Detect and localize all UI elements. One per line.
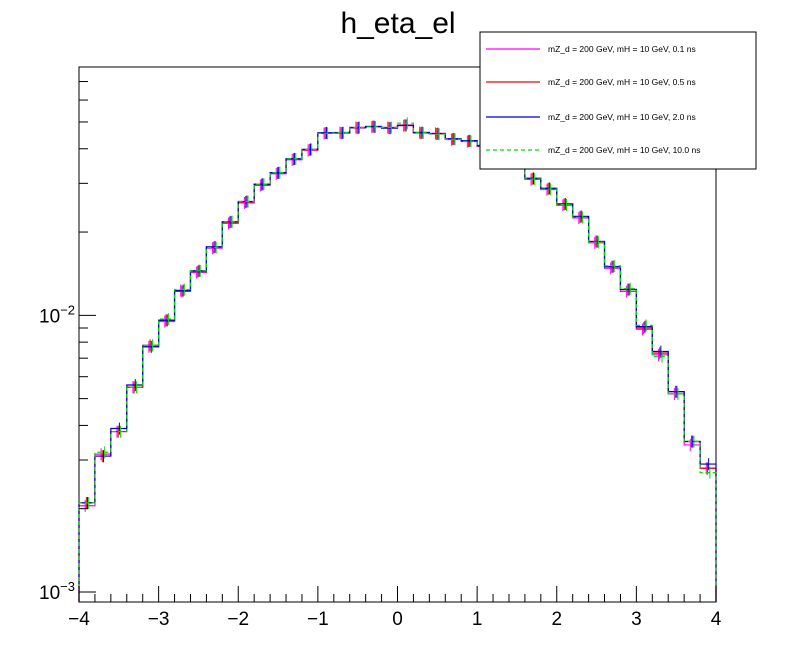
series-line — [78, 122, 717, 602]
legend-label: mZ_d = 200 GeV, mH = 10 GeV, 0.1 ns — [548, 44, 696, 54]
series-line — [78, 124, 717, 602]
series-1 — [78, 119, 717, 602]
x-tick-label: −4 — [68, 609, 90, 630]
x-tick-label: 4 — [711, 609, 722, 630]
legend-box — [479, 31, 757, 170]
series-4 — [78, 117, 717, 602]
chart-title: h_eta_el — [340, 7, 455, 40]
x-tick-label: −3 — [148, 609, 170, 630]
x-tick-label: −1 — [307, 609, 329, 630]
series-3 — [78, 119, 717, 602]
y-tick-label: 10−3 — [39, 579, 75, 604]
x-tick-label: −2 — [227, 609, 249, 630]
x-tick-label: 3 — [631, 609, 642, 630]
x-tick-label: 1 — [472, 609, 483, 630]
series-2 — [78, 119, 717, 602]
legend: mZ_d = 200 GeV, mH = 10 GeV, 0.1 ns mZ_d … — [479, 31, 757, 170]
series-layer — [78, 117, 717, 602]
legend-label: mZ_d = 200 GeV, mH = 10 GeV, 2.0 ns — [548, 112, 696, 122]
legend-label: mZ_d = 200 GeV, mH = 10 GeV, 10.0 ns — [548, 145, 700, 155]
y-tick-label: 10−2 — [39, 302, 75, 327]
series-line — [78, 125, 717, 602]
x-tick-label: 0 — [392, 609, 403, 630]
series-line — [78, 124, 717, 602]
legend-label: mZ_d = 200 GeV, mH = 10 GeV, 0.5 ns — [548, 77, 696, 87]
x-tick-label: 2 — [551, 609, 562, 630]
